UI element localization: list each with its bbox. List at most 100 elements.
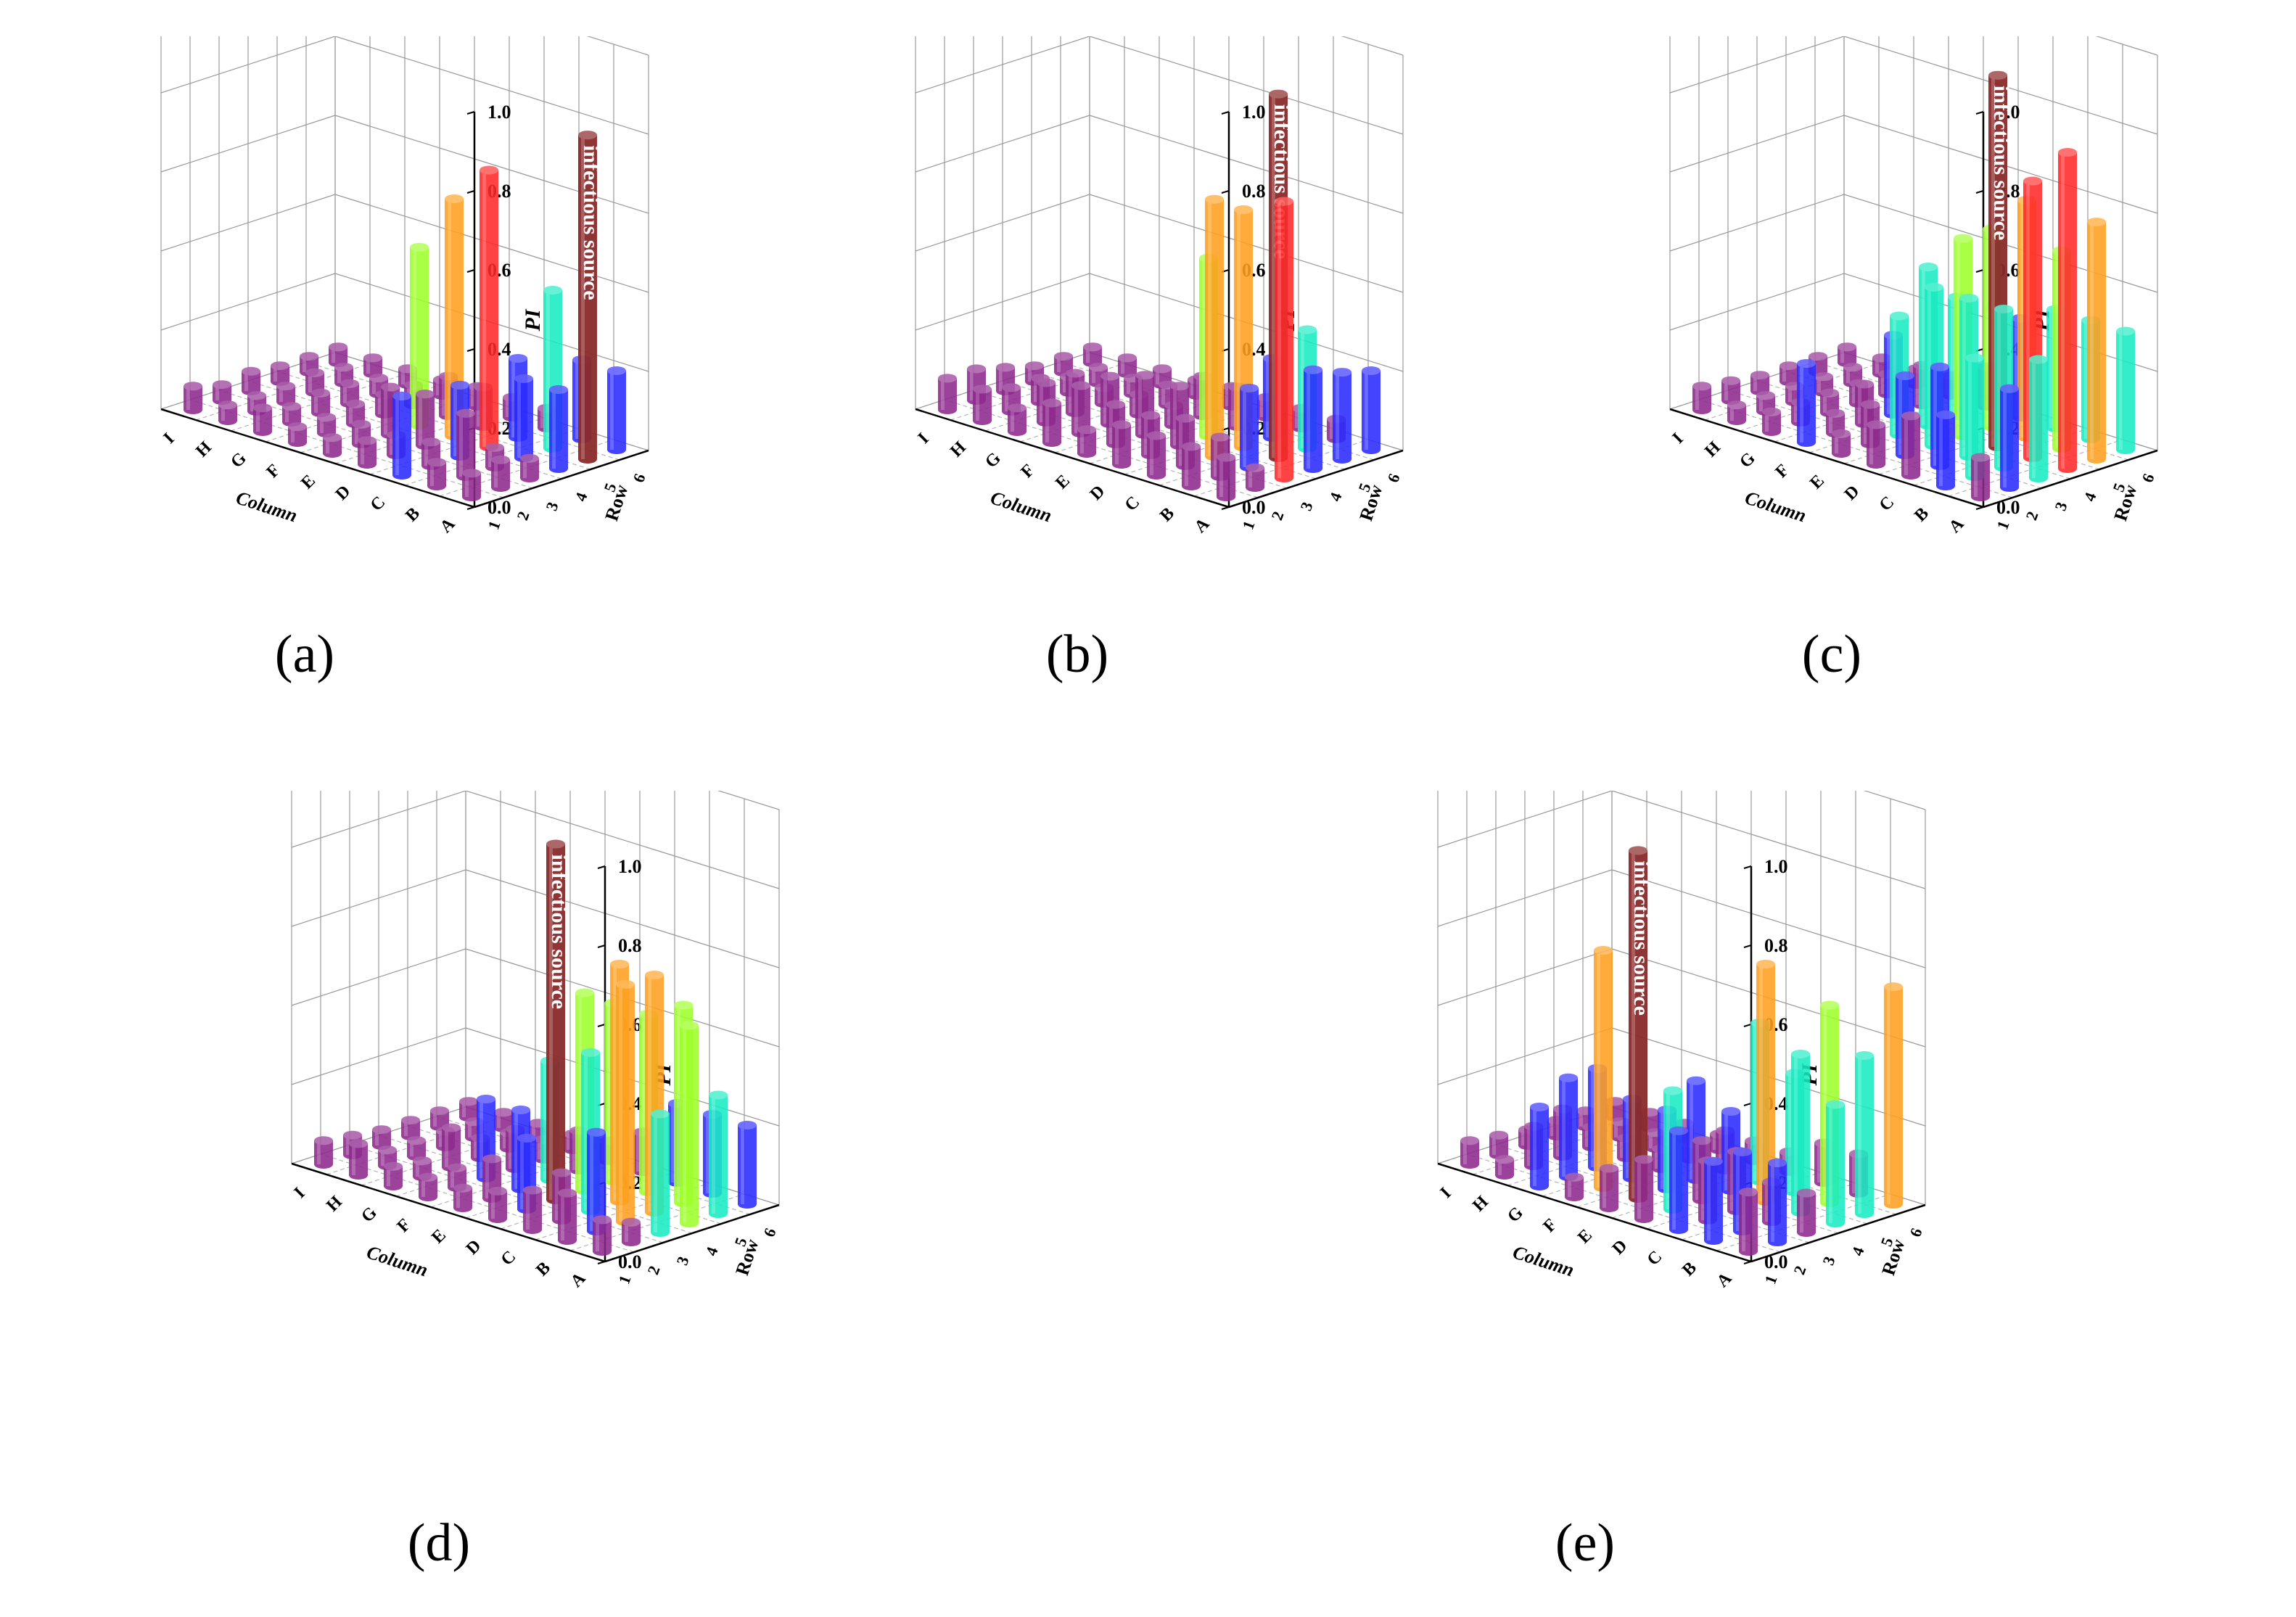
bar-top xyxy=(1042,398,1061,408)
bar-H1 xyxy=(349,1139,368,1180)
bar-C1 xyxy=(392,392,411,480)
bar-highlight xyxy=(2015,318,2018,417)
bar-highlight xyxy=(462,1101,466,1117)
column-tick-label: F xyxy=(1540,1215,1561,1236)
row-tick-label: 4 xyxy=(701,1244,721,1258)
bar-highlight xyxy=(314,392,318,413)
column-tick-label: G xyxy=(1736,449,1759,472)
bar-body xyxy=(1901,416,1920,480)
bars: infectious source xyxy=(184,131,626,501)
bar-top xyxy=(967,364,986,374)
bar-highlight xyxy=(1040,382,1043,422)
bar-body xyxy=(593,1219,612,1256)
row-tick-label: 6 xyxy=(2138,471,2157,485)
bar-highlight xyxy=(1933,366,1937,466)
bar-highlight xyxy=(413,247,416,425)
bar-I1 xyxy=(1692,382,1711,414)
column-axis-line xyxy=(1669,408,1984,509)
bar-highlight xyxy=(421,1177,425,1197)
bar-highlight xyxy=(1997,309,2001,467)
grid-line xyxy=(291,869,466,927)
column-tick-label: E xyxy=(297,472,319,493)
grid-line xyxy=(160,115,336,173)
bar-highlight xyxy=(1579,1111,1583,1127)
bar-highlight xyxy=(303,356,306,372)
bar-highlight xyxy=(337,367,341,383)
bar-highlight xyxy=(1922,267,1925,425)
bar-highlight xyxy=(279,386,283,402)
column-tick-label: A xyxy=(437,514,459,537)
bar-highlight xyxy=(1121,358,1124,374)
bar-highlight xyxy=(419,394,422,445)
bar-top xyxy=(709,1090,728,1100)
bar-highlight xyxy=(517,379,521,458)
bar-I6 xyxy=(459,1097,478,1122)
bar-highlight xyxy=(433,1111,437,1127)
column-axis-line xyxy=(291,1162,606,1263)
bar-highlight xyxy=(485,1159,489,1198)
bar-highlight xyxy=(221,405,225,421)
bar-highlight xyxy=(526,1190,530,1230)
bar-highlight xyxy=(186,386,190,410)
bar-A6 xyxy=(1362,366,1381,454)
bar-highlight xyxy=(1713,1134,1716,1150)
column-tick-label: G xyxy=(227,449,250,472)
bar-top xyxy=(1112,420,1131,429)
bar-highlight xyxy=(1695,1140,1699,1200)
bar-highlight xyxy=(712,1095,715,1214)
grid-line xyxy=(915,194,1090,252)
column-tick-label: F xyxy=(394,1215,415,1236)
bar-top xyxy=(329,342,347,352)
bar-highlight xyxy=(2055,250,2059,448)
bar-body xyxy=(738,1125,757,1209)
bar-highlight xyxy=(520,1137,524,1209)
bar-highlight xyxy=(613,964,617,1201)
bar-top xyxy=(607,366,626,375)
bar-D1 xyxy=(1112,420,1131,469)
row-tick-label: 2 xyxy=(513,509,532,522)
bar-F1 xyxy=(1565,1172,1584,1201)
row-tick-label: 3 xyxy=(672,1254,692,1267)
bar-top xyxy=(334,363,353,372)
bar-highlight xyxy=(1527,1126,1531,1166)
column-tick-label: D xyxy=(1609,1236,1632,1259)
bar-top xyxy=(1629,846,1647,855)
bar-top xyxy=(581,1048,600,1057)
bar-highlight xyxy=(1597,950,1600,1188)
bar-body xyxy=(2000,388,2019,492)
bar-highlight xyxy=(1202,258,1206,436)
bar-body xyxy=(1530,1107,1549,1190)
pi-tick-label: 0.0 xyxy=(1242,497,1266,518)
bar-top xyxy=(427,458,446,467)
bar-D4 xyxy=(445,194,464,440)
bar-I1 xyxy=(184,382,202,414)
bar-top xyxy=(1988,70,2007,80)
bar-highlight xyxy=(1800,1193,1803,1233)
bar-highlight xyxy=(1069,373,1072,413)
bar-highlight xyxy=(1138,375,1142,435)
bar-top xyxy=(1333,368,1351,377)
column-tick-label: B xyxy=(402,504,424,526)
bar-top xyxy=(381,382,400,392)
bar-highlight xyxy=(1730,405,1734,421)
bar-highlight xyxy=(1887,987,1890,1204)
bar-top xyxy=(1217,453,1235,462)
caption-b: (b) xyxy=(1045,625,1109,684)
bar-highlight xyxy=(308,372,312,392)
column-tick-label: B xyxy=(1679,1259,1700,1280)
bar-highlight xyxy=(581,135,585,459)
bar-highlight xyxy=(1817,1143,1821,1182)
bar-top xyxy=(1600,1164,1618,1173)
bar-highlight xyxy=(1074,385,1078,433)
bar-highlight xyxy=(511,358,515,437)
bar-C1 xyxy=(1147,431,1166,480)
bar-E4 xyxy=(410,242,429,429)
pi-tick-label: 0.8 xyxy=(1242,181,1266,202)
column-axis-line xyxy=(1437,1162,1752,1263)
bar-highlight xyxy=(416,1161,419,1177)
bar-highlight xyxy=(1759,395,1763,411)
bar-I4 xyxy=(1779,361,1798,386)
row-tick-label: 4 xyxy=(1325,490,1345,503)
bar-H1 xyxy=(1495,1155,1514,1180)
row-axis-line xyxy=(1750,1204,1926,1263)
